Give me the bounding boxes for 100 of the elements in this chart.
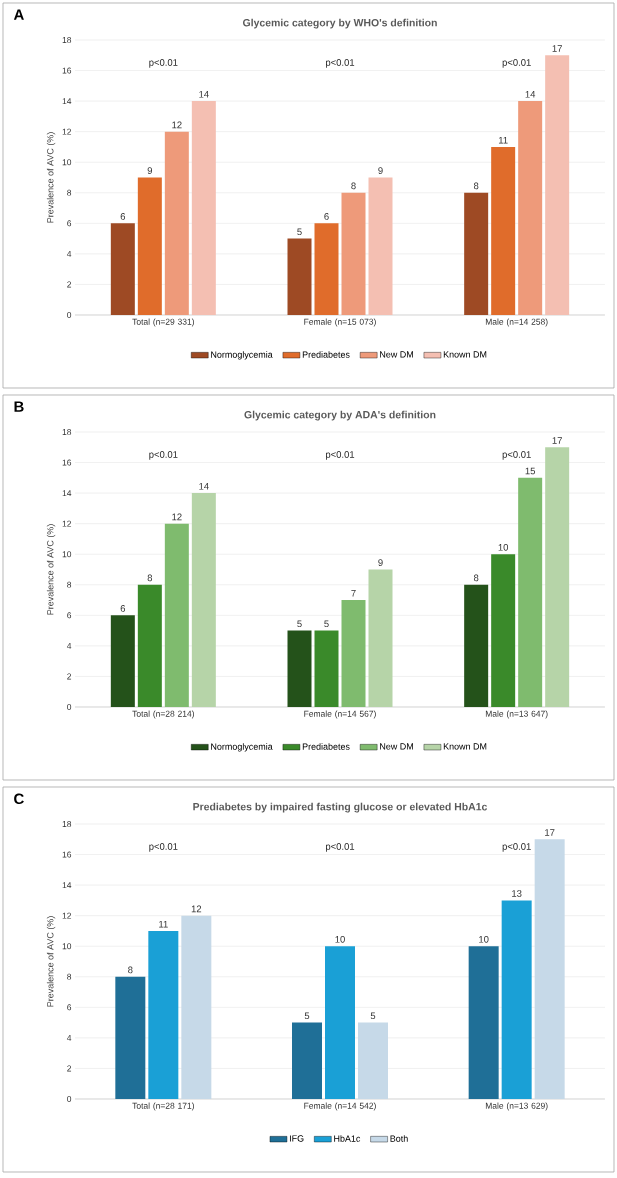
y-tick-label: 4 (66, 1034, 72, 1041)
annotation: p<0.01 (326, 451, 355, 460)
y-tick-label: 6 (67, 612, 72, 619)
x-tick-label: Male (n=14 258) (485, 318, 548, 327)
bar (110, 615, 135, 707)
x-tick-label: Female (n=15 073) (304, 318, 376, 327)
bar (358, 1022, 388, 1099)
data-label: 5 (304, 1012, 310, 1020)
data-label: 6 (120, 213, 126, 220)
annotation: p<0.01 (326, 843, 355, 852)
bar (287, 238, 312, 315)
y-tick-label: 14 (62, 490, 72, 497)
text: A (13, 9, 24, 20)
data-label: 10 (498, 543, 509, 551)
data-label: 12 (172, 121, 182, 129)
data-label: 8 (351, 182, 356, 190)
data-label: 7 (351, 590, 356, 597)
bar (341, 600, 366, 707)
annotation: p<0.01 (149, 451, 178, 460)
bar (115, 976, 146, 1099)
legend-label: Normoglycemia (211, 743, 273, 752)
data-label: 14 (199, 91, 209, 98)
data-label: 14 (525, 91, 536, 98)
bar (164, 131, 189, 315)
data-label: 9 (378, 559, 383, 566)
y-tick-label: 6 (67, 220, 72, 227)
chart-title: Prediabetes by impaired fasting glucose or elevated HbA1c (193, 802, 488, 813)
data-label: 14 (199, 483, 209, 490)
y-tick-label: 12 (62, 128, 72, 135)
y-tick-label: 18 (62, 429, 72, 435)
bar (501, 900, 532, 1099)
y-tick-label: 4 (66, 250, 72, 257)
legend-label: New DM (380, 351, 413, 358)
data-label: 8 (147, 574, 153, 582)
bar (292, 1022, 322, 1099)
bar (314, 630, 339, 707)
bar (518, 101, 543, 315)
bar (464, 584, 489, 707)
data-label: 17 (552, 437, 562, 444)
y-tick-label: 8 (67, 189, 72, 196)
bar (368, 569, 393, 707)
data-label: 13 (512, 890, 522, 897)
data-label: 8 (128, 966, 133, 974)
legend-label: Prediabetes (302, 743, 350, 750)
bar (468, 946, 499, 1099)
data-label: 12 (172, 513, 182, 521)
bar (518, 477, 543, 707)
bar (191, 101, 216, 315)
data-label: 9 (147, 167, 153, 174)
y-tick-label: 2 (67, 281, 72, 288)
legend-label: Known DM (443, 351, 487, 358)
y-axis-title: Prevalence of AVC (%) (46, 524, 56, 615)
text: C (14, 793, 24, 805)
data-label: 17 (545, 829, 555, 836)
y-tick-label: 10 (62, 159, 72, 166)
bar (491, 146, 516, 315)
legend-label: Prediabetes (302, 351, 350, 358)
bar (148, 930, 179, 1099)
annotation: p<0.01 (149, 59, 178, 68)
x-tick-label: Male (n=13 629) (485, 1102, 548, 1111)
legend-label: Normoglycemia (211, 351, 273, 360)
annotation: p<0.01 (502, 59, 531, 68)
bar (341, 192, 366, 315)
y-tick-label: 14 (62, 98, 72, 105)
x-tick-label: Total (n=28 171) (132, 1102, 194, 1111)
chart-title: Glycemic category by WHO's definition (242, 18, 437, 29)
chart-title: Glycemic category by ADA's definition (244, 410, 436, 421)
y-tick-label: 6 (67, 1004, 72, 1011)
x-tick-label: Total (n=29 331) (132, 318, 194, 327)
y-tick-label: 12 (62, 912, 72, 919)
data-label: 6 (324, 213, 329, 220)
data-label: 9 (378, 167, 383, 174)
x-tick-label: Total (n=28 214) (132, 710, 194, 719)
y-tick-label: 10 (62, 551, 72, 558)
y-tick-label: 16 (62, 67, 72, 74)
y-tick-label: 12 (62, 520, 72, 527)
bar (314, 223, 339, 315)
data-label: 11 (498, 136, 508, 144)
y-tick-label: 2 (67, 673, 72, 680)
y-tick-label: 4 (66, 642, 72, 649)
legend-label: Both (390, 1135, 408, 1142)
y-tick-label: 0 (67, 1096, 72, 1102)
y-axis-title: Prevalence of AVC (%) (46, 916, 56, 1007)
annotation: p<0.01 (502, 843, 531, 852)
bar (464, 192, 489, 315)
data-label: 17 (552, 45, 562, 52)
bar (545, 55, 570, 315)
bar (181, 915, 212, 1099)
annotation: p<0.01 (326, 59, 355, 68)
data-label: 6 (120, 605, 126, 612)
y-tick-label: 14 (62, 882, 72, 889)
legend-label: Known DM (443, 743, 487, 750)
y-tick-label: 8 (67, 581, 72, 588)
legend-label: New DM (380, 743, 413, 750)
bar (491, 554, 516, 707)
y-tick-label: 16 (62, 851, 72, 858)
bar (325, 946, 355, 1099)
data-label: 11 (159, 920, 168, 928)
bar (368, 177, 393, 315)
data-label: 8 (473, 574, 479, 582)
